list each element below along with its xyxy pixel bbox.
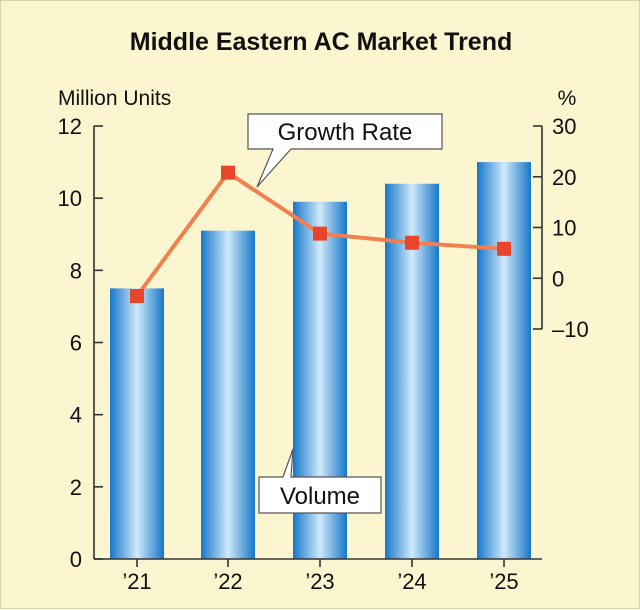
x-axis-ticks: ’21 ’22 ’23 ’24 ’25 (122, 559, 519, 594)
x-tick-label: ’25 (489, 569, 518, 594)
growth-rate-callout-box (247, 113, 443, 188)
right-axis-ticks: –10 0 10 20 30 (533, 114, 589, 342)
x-tick-label: ’21 (122, 569, 151, 594)
volume-callout: Volume (258, 448, 382, 514)
volume-bar (110, 288, 164, 559)
growth-rate-point (130, 289, 144, 304)
left-axis-ticks: 0 2 4 6 8 10 12 (58, 114, 103, 572)
left-tick-label: 8 (70, 258, 82, 283)
volume-bar (477, 162, 531, 560)
right-tick-label: 20 (552, 165, 576, 190)
right-axis-label: % (558, 87, 577, 110)
growth-rate-series (130, 165, 511, 304)
left-tick-label: 12 (58, 114, 82, 139)
volume-bar (201, 230, 255, 559)
left-tick-label: 2 (70, 475, 82, 500)
left-tick-label: 0 (70, 547, 82, 572)
growth-rate-callout-label: Growth Rate (278, 119, 413, 146)
left-axis-label: Million Units (58, 87, 171, 110)
growth-rate-point (497, 241, 511, 256)
left-tick-label: 4 (70, 403, 82, 428)
volume-callout-box (258, 448, 382, 514)
x-tick-label: ’22 (213, 569, 242, 594)
growth-rate-point (313, 226, 327, 241)
left-tick-label: 6 (70, 331, 82, 356)
volume-callout-label: Volume (280, 483, 360, 510)
x-tick-label: ’24 (397, 569, 426, 594)
x-tick-label: ’23 (305, 569, 334, 594)
chart-title: Middle Eastern AC Market Trend (130, 28, 513, 56)
growth-rate-point (221, 165, 235, 180)
right-tick-label: 10 (552, 216, 576, 241)
growth-rate-point (405, 235, 419, 250)
right-tick-label: –10 (552, 317, 589, 342)
growth-rate-callout: Growth Rate (247, 113, 443, 188)
right-tick-label: 30 (552, 114, 576, 139)
left-tick-label: 10 (58, 186, 82, 211)
right-tick-label: 0 (552, 266, 564, 291)
